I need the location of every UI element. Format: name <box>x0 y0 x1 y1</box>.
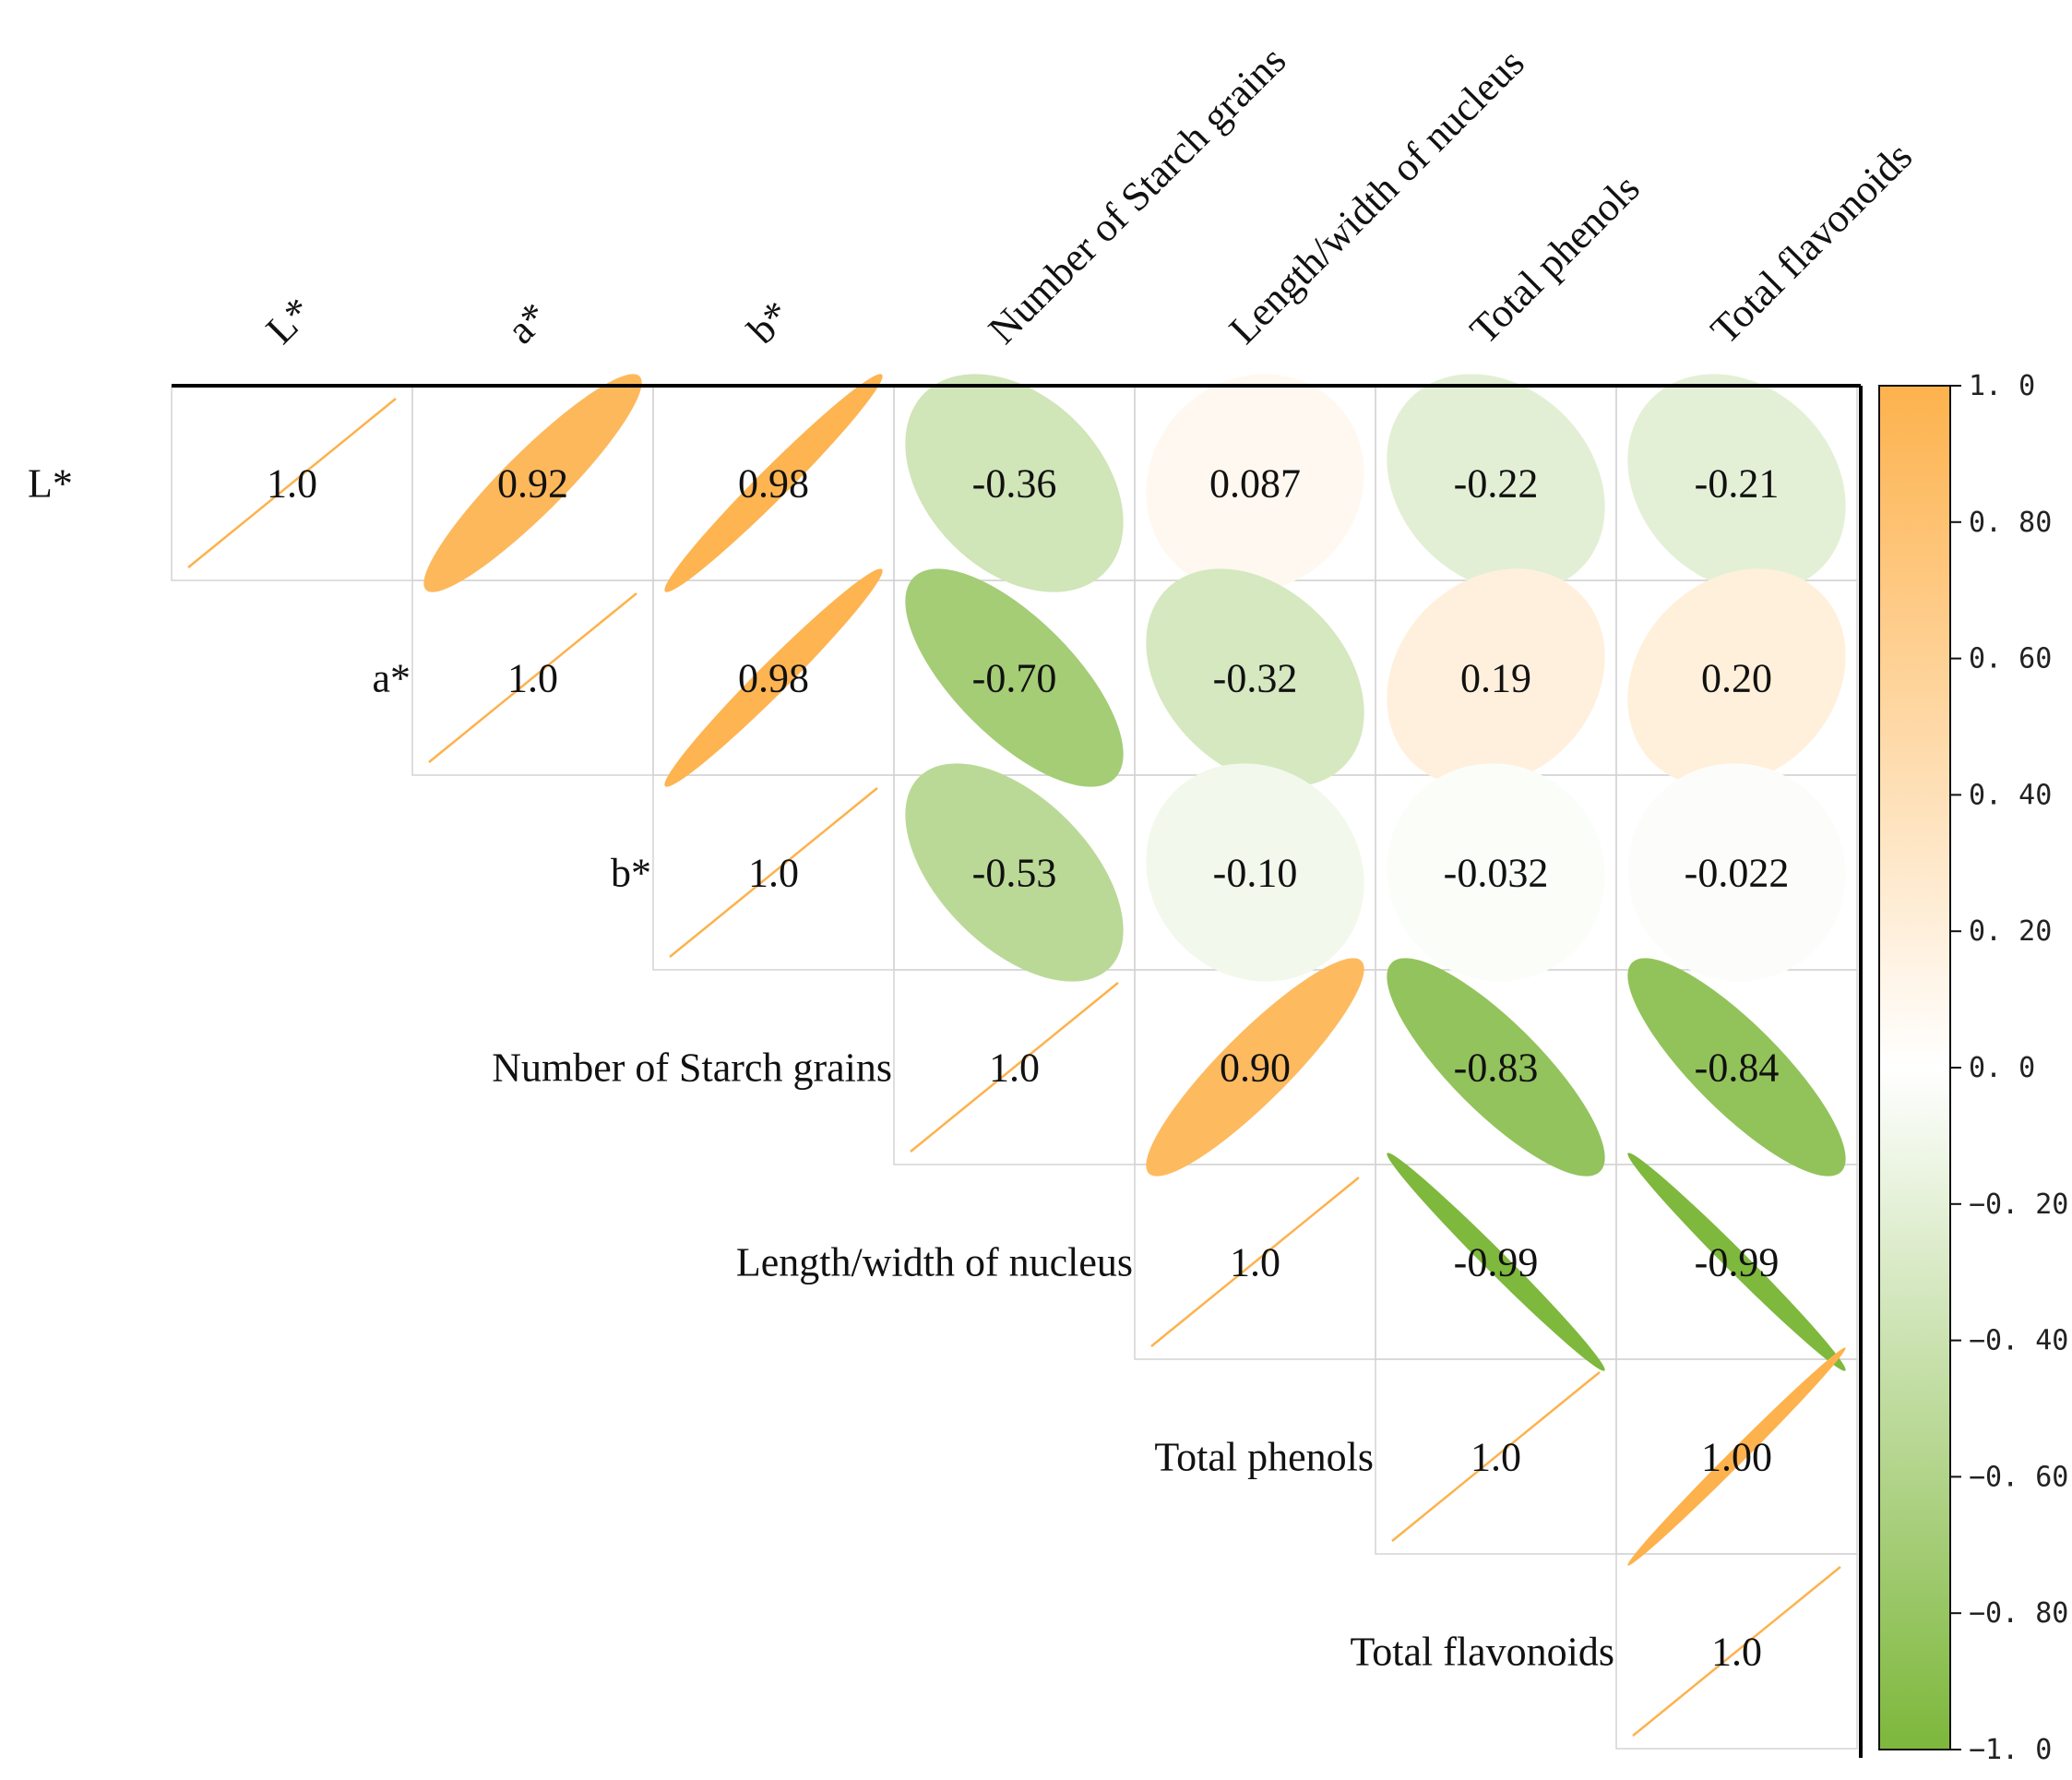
colorbar-tick-label: 0. 20 <box>1969 915 2052 948</box>
row-label-total-flavonoids: Total flavonoids <box>1350 1630 1614 1675</box>
colorbar-tick-label: −0. 20 <box>1969 1189 2068 1221</box>
ellipse-b-star-number-of-starch-grains <box>905 763 1124 982</box>
cell-label-number-of-starch-grains-length-width-of-nucleus: 0.90 <box>1220 1045 1291 1091</box>
column-label-b-star: b* <box>739 292 800 352</box>
ellipse-l-star-b-star <box>664 374 883 592</box>
cell-label-length-width-of-nucleus-length-width-of-nucleus: 1.0 <box>1230 1240 1280 1285</box>
row-labels: L* a* b* Number of Starch grains Length/widt… <box>28 461 1614 1675</box>
row-label-a-star: a* <box>372 656 411 701</box>
cell-label-a-star-a-star: 1.0 <box>507 656 558 701</box>
colorbar-tick-label: −0. 40 <box>1969 1325 2068 1357</box>
cell-label-number-of-starch-grains-number-of-starch-grains: 1.0 <box>989 1045 1040 1091</box>
cell-label-b-star-total-flavonoids: -0.022 <box>1685 851 1790 896</box>
cell-label-l-star-b-star: 0.98 <box>738 461 809 507</box>
ellipse-b-star-length-width-of-nucleus <box>1146 763 1364 982</box>
column-label-a-star: a* <box>498 293 557 352</box>
colorbar-tick-label: −1. 0 <box>1969 1734 2052 1766</box>
cell-border-total-flavonoids-total-flavonoids <box>1615 1553 1858 1750</box>
cell-value-labels: 1.0 0.92 0.98 -0.36 0.087 -0.22 -0.21 1.0 0.98 -0… <box>267 461 1789 1675</box>
row-label-length-width-of-nucleus: Length/width of nucleus <box>736 1240 1133 1285</box>
cell-label-l-star-l-star: 1.0 <box>267 461 317 507</box>
colorbar-tick-label: 0. 80 <box>1969 507 2052 539</box>
cell-label-l-star-a-star: 0.92 <box>497 461 568 507</box>
diagonal-line-total-flavonoids <box>1632 1566 1841 1737</box>
ellipse-number-of-starch-grains-total-phenols <box>1387 958 1605 1177</box>
ellipse-l-star-length-width-of-nucleus <box>1146 374 1364 592</box>
ellipse-b-star-total-phenols <box>1387 763 1605 982</box>
column-label-total-flavonoids: Total flavonoids <box>1702 134 1921 352</box>
colorbar-tick-label: 0. 0 <box>1969 1052 2035 1084</box>
ellipse-b-star-total-flavonoids <box>1627 763 1846 982</box>
ellipse-a-star-b-star <box>664 568 883 787</box>
cell-label-total-flavonoids-total-flavonoids: 1.0 <box>1711 1630 1762 1675</box>
cell-label-l-star-number-of-starch-grains: -0.36 <box>972 461 1057 507</box>
ellipse-a-star-length-width-of-nucleus <box>1146 568 1364 787</box>
column-labels: L* a* b* Number of Starch grainsLength/widt… <box>257 38 1921 352</box>
diagonal-line-l-star <box>187 398 397 568</box>
cell-label-total-phenols-total-phenols: 1.0 <box>1471 1435 1521 1480</box>
cell-label-total-phenols-total-flavonoids: 1.00 <box>1701 1435 1772 1480</box>
ellipse-number-of-starch-grains-total-flavonoids <box>1627 958 1846 1177</box>
cell-label-l-star-length-width-of-nucleus: 0.087 <box>1209 461 1301 507</box>
ellipse-a-star-number-of-starch-grains <box>905 568 1124 787</box>
cell-label-b-star-b-star: 1.0 <box>748 851 799 896</box>
diagonal-line-number-of-starch-grains <box>910 982 1119 1153</box>
diagonal-line-total-phenols <box>1391 1371 1601 1542</box>
correlation-marks <box>187 374 1846 1737</box>
diagonal-line-length-width-of-nucleus <box>1150 1177 1360 1347</box>
cell-label-number-of-starch-grains-total-flavonoids: -0.84 <box>1695 1045 1780 1091</box>
column-label-total-phenols: Total phenols <box>1461 165 1649 352</box>
ellipse-l-star-total-phenols <box>1387 374 1605 592</box>
cell-label-a-star-length-width-of-nucleus: -0.32 <box>1213 656 1298 701</box>
cell-label-a-star-total-phenols: 0.19 <box>1460 656 1531 701</box>
row-label-b-star: b* <box>611 851 651 896</box>
cell-label-b-star-number-of-starch-grains: -0.53 <box>972 851 1057 896</box>
row-label-total-phenols: Total phenols <box>1154 1435 1374 1480</box>
cell-label-b-star-length-width-of-nucleus: -0.10 <box>1213 851 1298 896</box>
ellipse-l-star-total-flavonoids <box>1627 374 1846 592</box>
cell-label-b-star-total-phenols: -0.032 <box>1444 851 1549 896</box>
row-label-l-star: L* <box>28 461 73 507</box>
ellipse-number-of-starch-grains-length-width-of-nucleus <box>1146 958 1364 1177</box>
plot-frame <box>172 384 1863 1758</box>
ellipse-a-star-total-flavonoids <box>1627 568 1846 787</box>
colorbar: 1. 0 0. 80 0. 60 0. 40 0. 20 0. 0 −0. 20 −0. 40… <box>1878 370 2068 1766</box>
colorbar-gradient <box>1878 385 1951 1750</box>
cell-label-length-width-of-nucleus-total-phenols: -0.99 <box>1454 1240 1539 1285</box>
ellipse-l-star-number-of-starch-grains <box>905 374 1124 592</box>
cell-label-a-star-total-flavonoids: 0.20 <box>1701 656 1772 701</box>
colorbar-tick-label: 0. 40 <box>1969 779 2052 811</box>
ellipse-total-phenols-total-flavonoids <box>1627 1347 1846 1566</box>
colorbar-tick-label: −0. 60 <box>1969 1461 2068 1493</box>
cell-label-length-width-of-nucleus-total-flavonoids: -0.99 <box>1695 1240 1780 1285</box>
ellipse-a-star-total-phenols <box>1387 568 1605 787</box>
cell-label-a-star-b-star: 0.98 <box>738 656 809 701</box>
ellipse-length-width-of-nucleus-total-flavonoids <box>1627 1153 1846 1371</box>
cell-label-l-star-total-phenols: -0.22 <box>1454 461 1539 507</box>
cell-label-l-star-total-flavonoids: -0.21 <box>1695 461 1780 507</box>
column-label-l-star: L* <box>257 289 321 352</box>
colorbar-tick-label: 1. 0 <box>1969 370 2035 402</box>
colorbar-tick-label: −0. 80 <box>1969 1597 2068 1630</box>
cell-label-number-of-starch-grains-total-phenols: -0.83 <box>1454 1045 1539 1091</box>
ellipse-length-width-of-nucleus-total-phenols <box>1387 1153 1605 1371</box>
cell-label-a-star-number-of-starch-grains: -0.70 <box>972 656 1057 701</box>
ellipse-l-star-a-star <box>423 374 642 592</box>
row-label-number-of-starch-grains: Number of Starch grains <box>492 1045 892 1091</box>
diagonal-line-a-star <box>428 592 637 763</box>
colorbar-tick-label: 0. 60 <box>1969 643 2052 675</box>
diagonal-line-b-star <box>669 787 878 958</box>
